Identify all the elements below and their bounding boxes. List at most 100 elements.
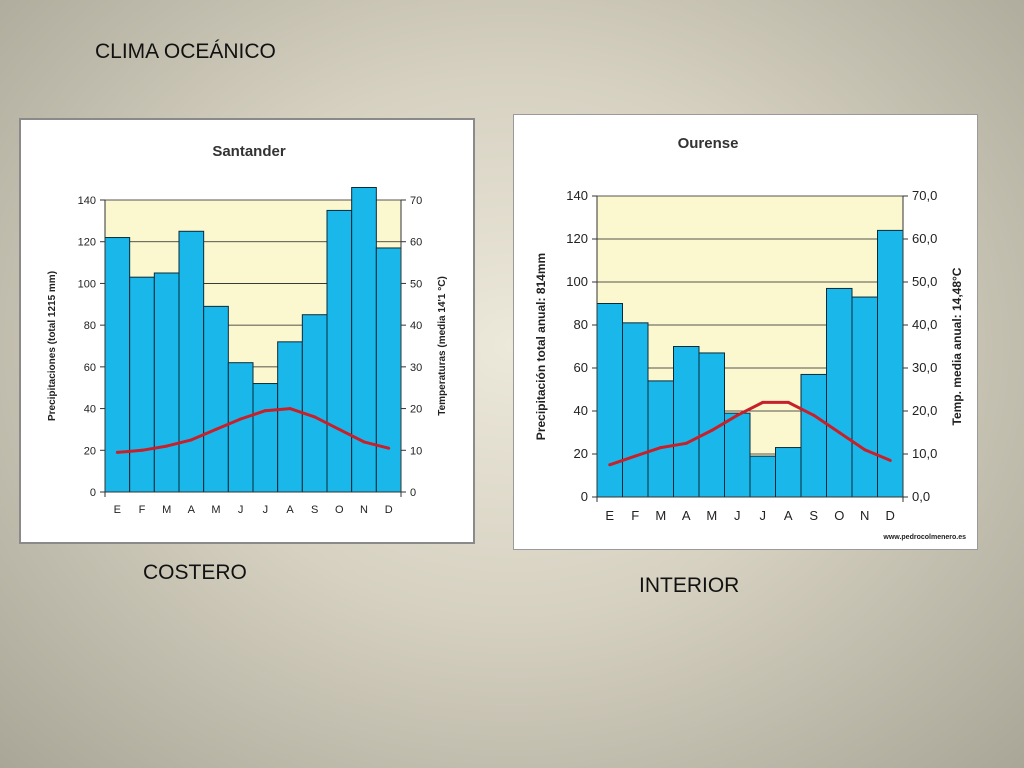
ourense-y2-tick-label: 0,0: [912, 489, 930, 504]
slide-title: CLIMA OCEÁNICO: [95, 40, 276, 63]
santander-temperature-point: [239, 417, 243, 421]
santander-x-tick-label: J: [263, 504, 269, 516]
ourense-bar-9: [800, 373, 827, 498]
santander-y2-tick-label: 50: [410, 278, 422, 290]
santander-temperature-point: [115, 450, 119, 454]
santander-bar-2: [129, 276, 155, 493]
ourense-y2-axis-title: Temp. media anual: 14,48°C: [950, 267, 964, 425]
ourense-bar-8: [775, 447, 802, 498]
santander-y2-tick-label: 20: [410, 404, 422, 416]
ourense-y-tick-label: 80: [574, 317, 588, 332]
santander-temperature-point: [337, 427, 341, 431]
ourense-y2-tick-label: 10,0: [912, 446, 937, 461]
santander-bar-12: [375, 247, 402, 493]
ourense-x-tick-label: M: [706, 508, 717, 523]
santander-y-axis-title: Precipitaciones (total 1215 mm): [47, 271, 58, 421]
santander-x-tick-label: J: [238, 504, 244, 516]
santander-x-tick-label: M: [162, 504, 171, 516]
santander-x-tick-label: N: [360, 504, 368, 516]
ourense-y-tick-label: 60: [574, 360, 588, 375]
santander-y2-tick-label: 70: [410, 195, 422, 207]
santander-temperature-point: [288, 407, 292, 411]
santander-bar-5: [203, 305, 229, 493]
chart-ourense: 0 20 40 60 80 100 120 140 0,0 10,0 20,0 30,0 40,0 50,…: [513, 114, 978, 550]
ourense-y2-tick-label: 70,0: [912, 188, 937, 203]
ourense-bar-1: [596, 303, 623, 498]
ourense-chart-title: Ourense: [678, 135, 739, 152]
santander-bar-3: [153, 272, 180, 493]
santander-y-tick-label: 140: [78, 195, 96, 207]
ourense-y-tick-label: 40: [574, 403, 588, 418]
santander-y-tick-label: 100: [78, 278, 96, 290]
chart-ourense-svg: 0 20 40 60 80 100 120 140 0,0 10,0 20,0 30,0 40,0 50,…: [534, 135, 966, 541]
ourense-y2-tick-label: 50,0: [912, 274, 937, 289]
santander-y2-tick-label: 60: [410, 237, 422, 249]
ourense-bar-4: [673, 346, 700, 498]
ourense-bar-6: [724, 412, 751, 498]
santander-x-tick-label: S: [311, 504, 318, 516]
santander-x-tick-label: A: [188, 504, 196, 516]
ourense-x-tick-label: A: [784, 508, 793, 523]
santander-temperature-point: [214, 427, 218, 431]
santander-y2-tick-label: 10: [410, 445, 422, 457]
ourense-temperature-point: [786, 400, 790, 404]
santander-temperature-point: [165, 444, 169, 448]
ourense-y2-tick-label: 40,0: [912, 317, 937, 332]
santander-x-tick-label: F: [139, 504, 146, 516]
ourense-x-tick-label: F: [631, 508, 639, 523]
santander-temperature-point: [189, 438, 193, 442]
santander-bar-9: [301, 314, 328, 493]
ourense-y-tick-label: 0: [581, 489, 588, 504]
santander-y-tick-label: 60: [84, 362, 96, 374]
ourense-x-tick-label: J: [734, 508, 741, 523]
santander-y2-tick-label: 0: [410, 487, 416, 499]
ourense-temperature-point: [710, 428, 714, 432]
ourense-y2-tick-label: 60,0: [912, 231, 937, 246]
label-costero: COSTERO: [143, 561, 247, 584]
ourense-temperature-point: [863, 448, 867, 452]
ourense-x-tick-label: M: [655, 508, 666, 523]
ourense-x-tick-label: S: [809, 508, 818, 523]
santander-bar-1: [104, 237, 131, 493]
santander-x-tick-label: A: [286, 504, 294, 516]
ourense-bar-3: [647, 380, 674, 498]
ourense-credit: www.pedrocolmenero.es: [882, 534, 966, 541]
santander-temperature-point: [362, 440, 366, 444]
ourense-temperature-point: [888, 458, 892, 462]
santander-y-tick-label: 80: [84, 320, 96, 332]
ourense-temperature-point: [633, 454, 637, 458]
ourense-temperature-line: [609, 400, 891, 467]
santander-chart-title: Santander: [212, 143, 286, 160]
santander-temperature-point: [140, 448, 144, 452]
ourense-temperature-point: [684, 441, 688, 445]
ourense-bar-11: [851, 296, 878, 498]
santander-temperature-point: [263, 409, 267, 413]
santander-y-tick-label: 0: [90, 487, 96, 499]
ourense-x-tick-label: J: [760, 508, 767, 523]
santander-bar-10: [326, 209, 353, 493]
ourense-x-tick-label: N: [860, 508, 869, 523]
ourense-x-tick-label: O: [834, 508, 844, 523]
ourense-x-tick-label: A: [682, 508, 691, 523]
ourense-y2-tick-label: 20,0: [912, 403, 937, 418]
ourense-y-axis-title: Precipitación total anual: 814mm: [534, 253, 548, 440]
ourense-x-tick-label: D: [886, 508, 895, 523]
santander-bar-6: [227, 362, 254, 493]
chart-santander-svg: 0 20 40 60 80 100 120 140 0 10 20 30 40 50 60 70 E F M A M J J…: [47, 143, 448, 516]
ourense-x-tick-label: E: [605, 508, 614, 523]
ourense-bar-10: [826, 287, 853, 498]
santander-x-tick-label: D: [385, 504, 393, 516]
ourense-temperature-point: [608, 463, 612, 467]
santander-bar-11: [351, 186, 377, 493]
ourense-temperature-point: [761, 400, 765, 404]
ourense-temperature-point: [659, 446, 663, 450]
santander-y2-axis-title: Temperaturas (media 14'1 °C): [437, 276, 448, 416]
chart-santander: 0 20 40 60 80 100 120 140 0 10 20 30 40 50 60 70 E F M A M J J…: [19, 118, 475, 544]
ourense-y-tick-label: 140: [566, 188, 588, 203]
ourense-temperature-point: [735, 413, 739, 417]
ourense-bar-2: [622, 322, 649, 498]
santander-bar-4: [178, 230, 205, 493]
santander-x-tick-label: M: [211, 504, 220, 516]
label-interior: INTERIOR: [639, 574, 740, 597]
ourense-y-tick-label: 100: [566, 274, 588, 289]
